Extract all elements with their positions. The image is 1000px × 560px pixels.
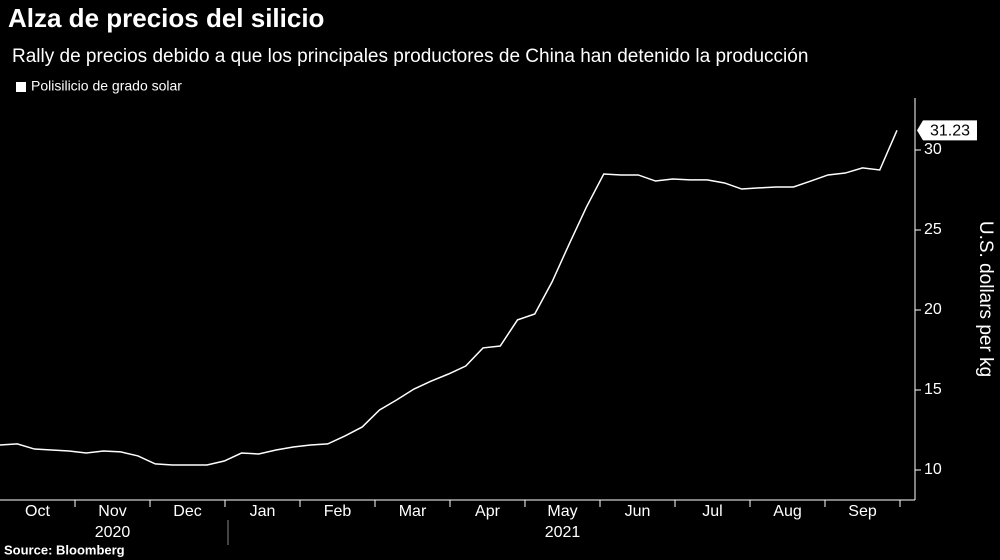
x-tick-label: Oct [25, 503, 50, 520]
x-tick-label: Sep [848, 503, 877, 520]
y-tick-label: 15 [924, 381, 942, 398]
chart-title: Alza de precios del silicio [8, 3, 324, 33]
x-tick-label: Mar [399, 503, 427, 520]
y-tick-label: 10 [924, 461, 942, 478]
legend-swatch [16, 82, 26, 92]
x-tick-label: Nov [98, 503, 126, 520]
y-tick-label: 25 [924, 221, 942, 238]
year-label: 2021 [545, 524, 581, 541]
year-label: 2020 [95, 524, 131, 541]
y-axis-label: U.S. dollars per kg [975, 221, 996, 377]
x-tick-label: Jan [250, 503, 276, 520]
value-label: 31.23 [930, 123, 970, 140]
x-tick-label: Jul [702, 503, 722, 520]
value-label-box [917, 120, 977, 141]
x-tick-label: Dec [173, 503, 201, 520]
x-tick-label: Jun [625, 503, 651, 520]
legend-label: Polisilicio de grado solar [31, 78, 182, 94]
chart-subtitle: Rally de precios debido a que los princi… [12, 46, 808, 67]
y-tick-label: 20 [924, 301, 942, 318]
series-line [0, 130, 898, 466]
x-tick-label: Feb [324, 503, 352, 520]
x-tick-label: Apr [475, 503, 501, 520]
x-tick-label: May [547, 503, 577, 520]
source: Source: Bloomberg [4, 542, 125, 557]
y-tick-label: 30 [924, 141, 942, 158]
x-tick-label: Aug [773, 503, 801, 520]
